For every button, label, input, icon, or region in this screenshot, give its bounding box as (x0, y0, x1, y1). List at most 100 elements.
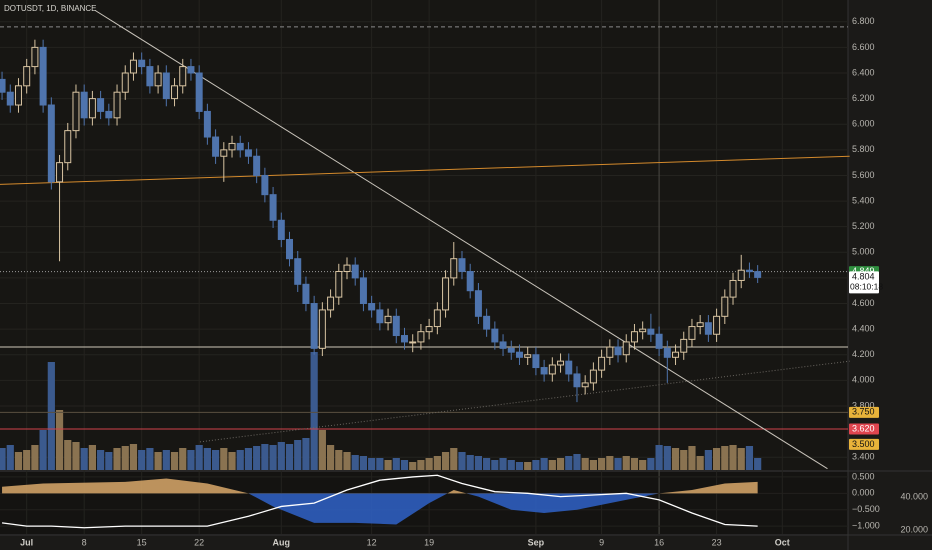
y-tick-label: 5.000 (852, 247, 875, 257)
osc-tick-label: −1.000 (852, 521, 880, 531)
volume-bar (343, 452, 351, 470)
candle-body (639, 328, 647, 333)
candle-body (327, 296, 335, 311)
candle-body (195, 72, 203, 112)
volume-bar (113, 448, 121, 470)
price-label-bg (849, 271, 879, 294)
x-tick-label: 22 (194, 537, 204, 547)
candle-body (573, 373, 581, 388)
volume-bar (14, 452, 23, 470)
x-tick-label: 9 (599, 537, 604, 547)
price-label: 3.620 (852, 423, 875, 433)
volume-bar (302, 438, 310, 470)
volume-bar (712, 448, 721, 470)
candle-body (704, 322, 712, 335)
price-label-bg (849, 406, 879, 418)
candle-body (179, 66, 187, 87)
volume-bar (47, 362, 55, 470)
candle-body (647, 328, 655, 335)
candle-body (713, 315, 721, 335)
volume-bar (458, 452, 466, 470)
candle-body (113, 91, 121, 119)
candle-body (557, 360, 565, 366)
candle-body (548, 364, 556, 375)
y-tick-label: 4.400 (852, 324, 875, 334)
volume-bar (499, 458, 507, 470)
candle-body (729, 279, 737, 298)
candle-body (228, 142, 236, 151)
y-tick-label: 4.600 (852, 298, 875, 308)
volume-bar (97, 450, 105, 470)
volume-bar (368, 458, 376, 470)
volume-bar (630, 458, 639, 470)
volume-bar (647, 458, 655, 470)
candle-body (524, 354, 532, 358)
volume-bar (524, 462, 532, 470)
chart-title: DOTUSDT, 1D, BINANCE (4, 4, 96, 13)
volume-bar (121, 446, 129, 470)
candle-body (56, 162, 64, 183)
candle-body (491, 328, 499, 343)
candle-body (343, 264, 351, 272)
candle-body (154, 72, 162, 87)
volume-bar (6, 445, 14, 470)
candle-body (39, 46, 47, 106)
volume-bar (696, 456, 704, 470)
volume-bar (0, 448, 6, 470)
osc-tick-label: 0.500 (852, 471, 875, 481)
candle-body (392, 315, 400, 337)
volume-bar (179, 448, 187, 470)
volume-bar (55, 410, 64, 470)
candle-body (97, 98, 105, 112)
candle-body (302, 283, 310, 305)
candle-body (6, 91, 14, 106)
volume-bar (737, 448, 745, 470)
plot-bg (0, 0, 848, 470)
volume-bar (318, 430, 326, 470)
x-tick-label: 12 (367, 537, 377, 547)
candle-body (286, 238, 294, 260)
candle-body (450, 258, 458, 279)
volume-bar (105, 452, 113, 470)
volume-bar (285, 444, 294, 470)
candle-body (565, 360, 573, 375)
volume-bar (261, 444, 269, 470)
volume-bar (253, 446, 261, 470)
candle-body (277, 219, 285, 240)
candle-body (203, 110, 211, 138)
volume-bar (598, 458, 606, 470)
candle-body (400, 335, 408, 343)
candle-body (236, 142, 244, 151)
price-label: 3.500 (852, 439, 875, 449)
candle-body (64, 130, 72, 164)
candle-body (23, 66, 31, 87)
volume-bar (220, 448, 228, 470)
volume-bar (400, 460, 409, 470)
candle-body (425, 326, 433, 333)
y-tick-label: 6.000 (852, 119, 875, 129)
candle-body (31, 46, 39, 68)
x-tick-label: Oct (775, 537, 790, 547)
candle-body (663, 347, 671, 358)
candle-body (162, 72, 170, 100)
volume-bar (729, 445, 737, 470)
candle-body (499, 341, 507, 349)
price-label: 3.750 (852, 407, 875, 417)
volume-bar (573, 454, 581, 470)
volume-bar (129, 444, 138, 470)
volume-bar (474, 456, 483, 470)
volume-bar (639, 460, 647, 470)
candle-body (72, 91, 80, 132)
candle-body (294, 258, 302, 285)
candle-body (606, 346, 614, 358)
price-label-bg (849, 438, 879, 450)
volume-bar (556, 458, 565, 470)
volume-bar (39, 430, 47, 470)
candle-body (483, 315, 491, 330)
volume-bar (359, 456, 368, 470)
y-tick-label: 6.800 (852, 16, 875, 26)
candle-body (171, 85, 179, 100)
volume-bar (294, 440, 302, 470)
candle-body (598, 356, 606, 371)
